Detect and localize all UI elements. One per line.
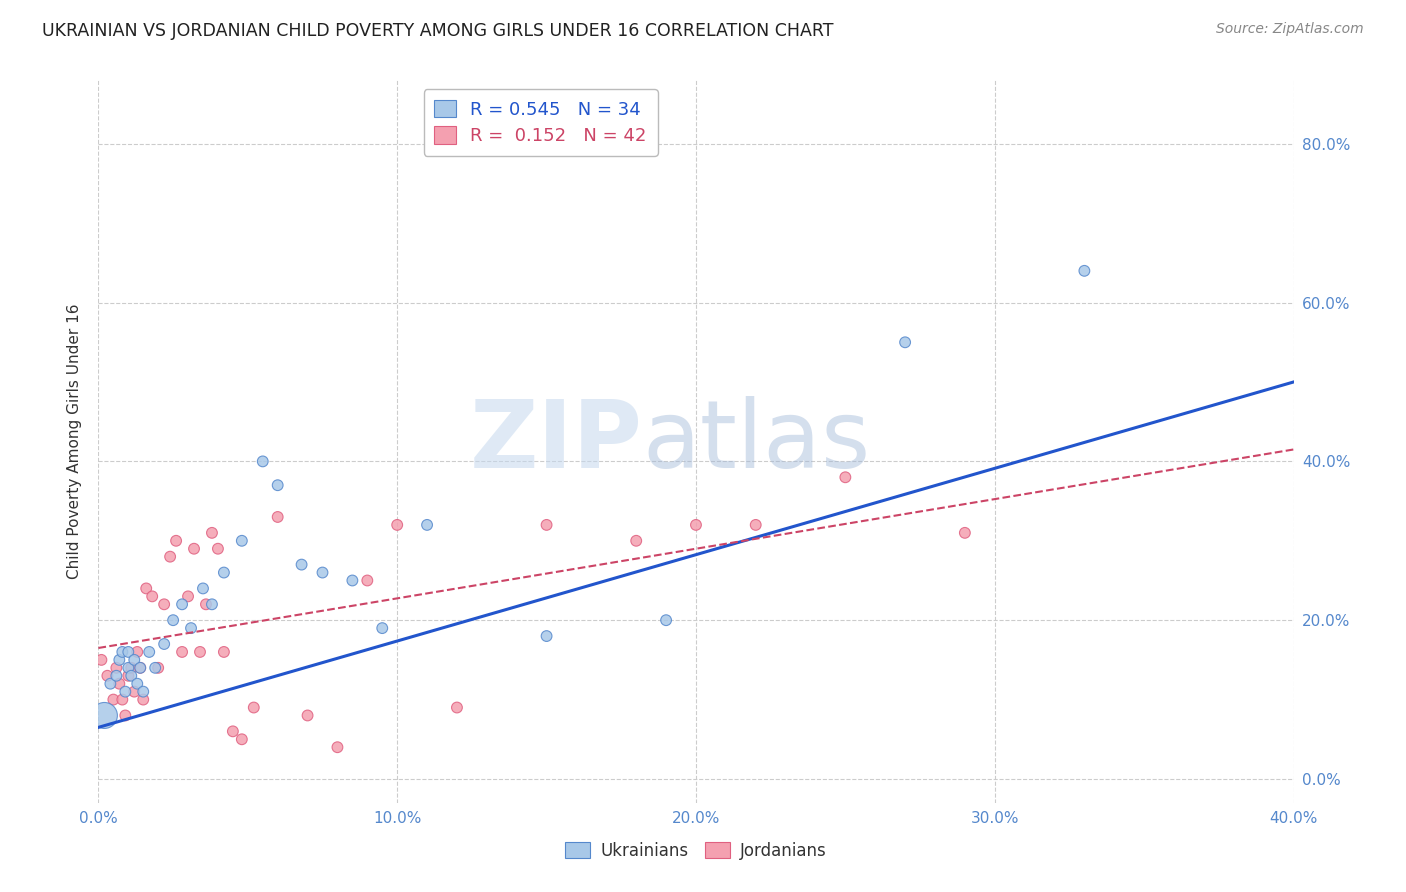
Point (141, 590, 163, 604)
Text: Source: ZipAtlas.com: Source: ZipAtlas.com (1216, 22, 1364, 37)
Y-axis label: Child Poverty Among Girls Under 16: Child Poverty Among Girls Under 16 (67, 304, 83, 579)
Point (252, 454, 274, 468)
Point (188, 645, 211, 659)
Point (120, 669, 142, 683)
Point (124, 684, 146, 698)
Point (201, 597, 224, 611)
Point (90, 653, 112, 667)
Point (114, 708, 136, 723)
Point (108, 676, 131, 690)
Point (148, 661, 170, 675)
Point (201, 525, 224, 540)
Point (162, 613, 184, 627)
Text: ZIP: ZIP (470, 395, 643, 488)
Point (114, 684, 136, 698)
Point (655, 613, 678, 627)
Text: atlas: atlas (643, 395, 870, 488)
Point (191, 582, 214, 596)
Point (745, 517, 768, 532)
Point (446, 700, 468, 714)
Point (165, 533, 187, 548)
Point (93, 708, 115, 723)
Point (297, 708, 319, 723)
Point (834, 470, 856, 484)
Point (172, 645, 194, 659)
Point (129, 661, 152, 675)
Point (212, 645, 235, 659)
Point (207, 541, 229, 556)
Point (267, 510, 290, 524)
Point (127, 645, 149, 659)
Point (311, 566, 333, 580)
Point (231, 732, 253, 747)
Text: UKRAINIAN VS JORDANIAN CHILD POVERTY AMONG GIRLS UNDER 16 CORRELATION CHART: UKRAINIAN VS JORDANIAN CHILD POVERTY AMO… (42, 22, 834, 40)
Legend: Ukrainians, Jordanians: Ukrainians, Jordanians (558, 836, 834, 867)
Point (132, 684, 155, 698)
Point (117, 669, 139, 683)
Point (172, 597, 194, 611)
Point (124, 653, 146, 667)
Point (536, 629, 558, 643)
Point (132, 692, 155, 706)
Point (195, 597, 218, 611)
Point (98, 676, 122, 690)
Point (536, 517, 558, 532)
Point (356, 574, 378, 588)
Point (111, 692, 134, 706)
Point (153, 637, 176, 651)
Point (117, 645, 139, 659)
Point (685, 517, 707, 532)
Point (953, 525, 976, 540)
Point (371, 621, 394, 635)
Point (243, 700, 266, 714)
Point (267, 478, 290, 492)
Point (1073, 264, 1095, 278)
Point (291, 558, 314, 572)
Point (385, 517, 409, 532)
Point (212, 566, 235, 580)
Point (103, 692, 125, 706)
Point (135, 582, 157, 596)
Point (111, 645, 134, 659)
Point (153, 597, 176, 611)
Point (129, 661, 152, 675)
Point (231, 533, 253, 548)
Point (127, 676, 149, 690)
Point (159, 549, 181, 564)
Point (222, 724, 245, 739)
Point (342, 574, 364, 588)
Point (108, 653, 131, 667)
Point (120, 661, 142, 675)
Point (105, 669, 128, 683)
Point (117, 661, 139, 675)
Point (183, 541, 205, 556)
Point (326, 740, 349, 755)
Point (416, 517, 439, 532)
Point (894, 335, 917, 350)
Point (138, 645, 160, 659)
Point (626, 533, 648, 548)
Point (105, 661, 128, 675)
Point (177, 590, 200, 604)
Point (96, 669, 118, 683)
Point (143, 661, 166, 675)
Point (180, 621, 202, 635)
